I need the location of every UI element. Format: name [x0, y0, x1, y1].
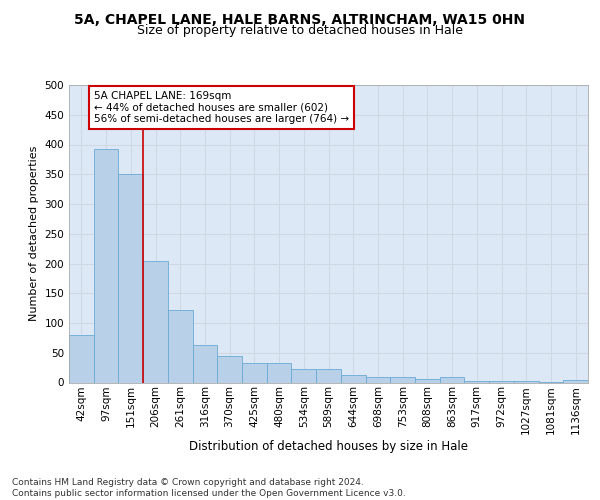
Bar — [168, 310, 193, 382]
Text: Size of property relative to detached houses in Hale: Size of property relative to detached ho… — [137, 24, 463, 37]
Bar — [94, 148, 118, 382]
Bar — [242, 363, 267, 382]
Bar — [118, 174, 143, 382]
Bar — [292, 370, 316, 382]
Y-axis label: Number of detached properties: Number of detached properties — [29, 146, 39, 322]
Text: Contains HM Land Registry data © Crown copyright and database right 2024.
Contai: Contains HM Land Registry data © Crown c… — [12, 478, 406, 498]
Bar — [365, 377, 390, 382]
Text: 5A, CHAPEL LANE, HALE BARNS, ALTRINCHAM, WA15 0HN: 5A, CHAPEL LANE, HALE BARNS, ALTRINCHAM,… — [74, 12, 526, 26]
X-axis label: Distribution of detached houses by size in Hale: Distribution of detached houses by size … — [189, 440, 468, 452]
Bar — [143, 260, 168, 382]
Bar — [316, 369, 341, 382]
Bar — [193, 345, 217, 383]
Bar — [341, 375, 365, 382]
Bar — [464, 380, 489, 382]
Bar — [489, 380, 514, 382]
Bar — [563, 380, 588, 382]
Bar — [267, 363, 292, 382]
Bar — [69, 335, 94, 382]
Bar — [217, 356, 242, 382]
Bar — [390, 377, 415, 382]
Bar — [415, 379, 440, 382]
Text: 5A CHAPEL LANE: 169sqm
← 44% of detached houses are smaller (602)
56% of semi-de: 5A CHAPEL LANE: 169sqm ← 44% of detached… — [94, 91, 349, 124]
Bar — [440, 376, 464, 382]
